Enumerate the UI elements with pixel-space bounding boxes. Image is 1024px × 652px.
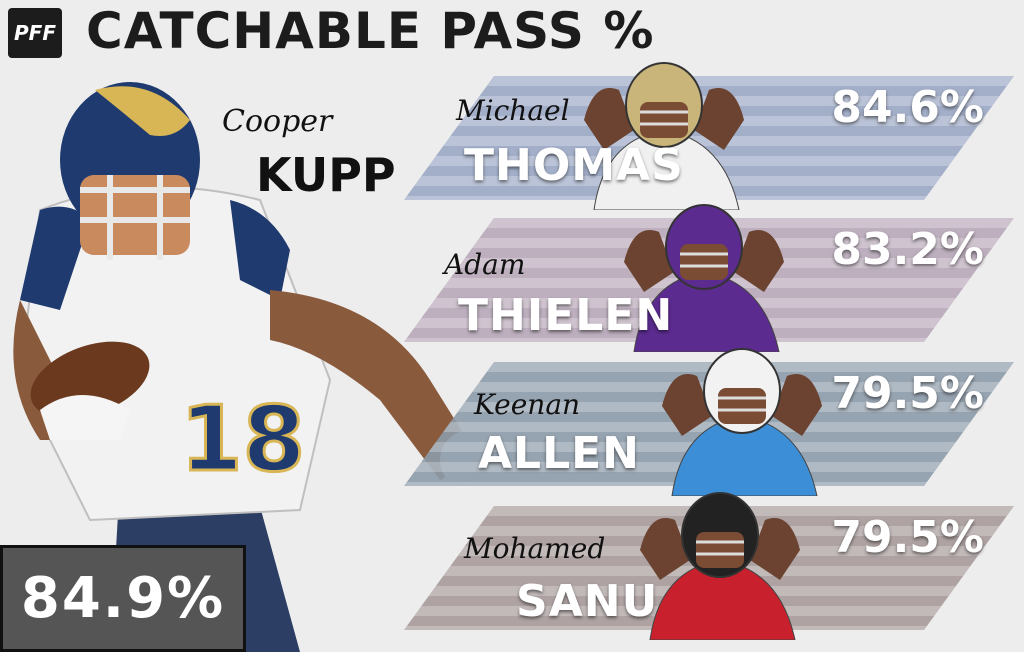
player-value: 84.6% [831,82,984,133]
player-photo [662,348,822,496]
featured-first-name: Cooper [222,104,333,139]
player-last-name: ALLEN [478,428,641,479]
featured-value: 84.9% [20,566,226,631]
player-row: Michael THOMAS 84.6% [404,62,1014,210]
player-first-name: Adam [444,248,526,281]
player-photo [624,204,784,352]
player-row: Adam THIELEN 83.2% [404,204,1014,352]
player-first-name: Michael [456,94,570,127]
player-photo [584,62,744,210]
player-value: 79.5% [831,512,984,563]
player-last-name: SANU [516,576,659,627]
svg-text:18: 18 [180,387,305,492]
player-row: Keenan ALLEN 79.5% [404,348,1014,496]
player-last-name: THOMAS [464,140,684,191]
pff-logo: PFF [8,8,62,58]
player-first-name: Keenan [474,388,581,421]
player-last-name: THIELEN [458,290,674,341]
featured-last-name: KUPP [256,148,396,202]
player-first-name: Mohamed [464,532,606,565]
row-band [404,362,1014,486]
featured-value-box: 84.9% [0,545,246,652]
player-value: 79.5% [831,368,984,419]
page-title: CATCHABLE PASS % [86,2,655,60]
player-row: Mohamed SANU 79.5% [404,492,1014,640]
player-photo [640,492,800,640]
player-value: 83.2% [831,224,984,275]
